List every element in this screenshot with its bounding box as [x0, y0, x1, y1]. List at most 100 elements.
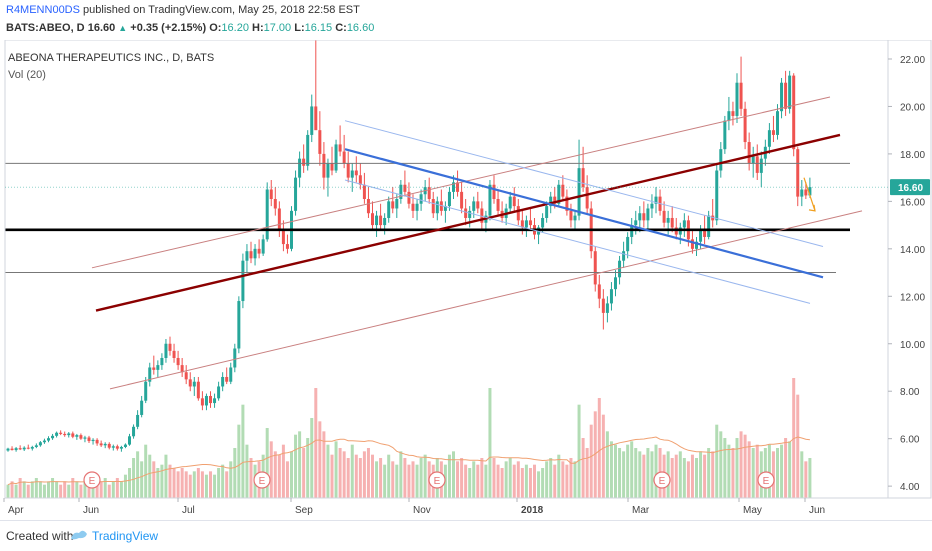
volume-bar: [597, 398, 601, 498]
volume-bar: [472, 461, 476, 498]
candle-body: [480, 208, 484, 223]
volume-bar: [18, 478, 22, 498]
author-link[interactable]: R4MENN00DS: [6, 4, 80, 16]
volume-bar: [403, 458, 407, 498]
candle-body: [788, 75, 792, 109]
volume-bar: [140, 461, 144, 498]
candle-body: [682, 220, 686, 228]
earnings-marker-label: E: [89, 476, 96, 487]
candle-body: [42, 440, 46, 443]
volume-bar: [366, 448, 370, 498]
x-tick-label: Mar: [632, 505, 650, 516]
price-chart[interactable]: E E E E E 4.00 6.00 8.00 10.00 12.00 14.00 16.00 18…: [0, 40, 932, 520]
close-label: C:: [335, 22, 347, 34]
candle-body: [366, 198, 370, 214]
volume-bar: [6, 484, 10, 498]
candle-body: [407, 191, 411, 204]
candle-body: [302, 158, 306, 166]
volume-bar: [589, 424, 593, 498]
volume-bar: [771, 451, 775, 498]
candle-body: [91, 439, 95, 442]
candle-body: [577, 168, 581, 216]
volume-bar: [148, 454, 152, 498]
volume-bar: [350, 444, 354, 498]
candle-body: [294, 177, 298, 211]
volume-bar: [557, 454, 561, 498]
tradingview-link[interactable]: TradingView: [92, 529, 159, 543]
y-tick-label: 6.00: [900, 435, 920, 446]
high-label: H:: [252, 22, 264, 34]
candle-body: [318, 130, 322, 154]
candle-body: [743, 108, 747, 143]
candle-body: [516, 206, 520, 221]
volume-bar: [358, 458, 362, 498]
price-label-text: 16.60: [898, 183, 923, 194]
candle-body: [460, 191, 464, 209]
arrow-line: [803, 177, 816, 212]
volume-bar: [330, 454, 334, 498]
volume-bar: [695, 458, 698, 498]
trend-line: [109, 210, 863, 390]
candle-body: [128, 436, 131, 445]
volume-bar: [294, 434, 298, 498]
tradingview-logo-icon[interactable]: [70, 527, 88, 541]
close-value: 16.60: [346, 22, 375, 34]
volume-bar: [132, 458, 136, 498]
earnings-marker[interactable]: [653, 471, 671, 489]
volume-bar: [800, 451, 804, 498]
candle-body: [650, 203, 654, 209]
earnings-marker[interactable]: [83, 471, 101, 489]
candle-body: [593, 251, 597, 285]
volume-bar: [95, 484, 99, 498]
volume-bar: [180, 468, 184, 498]
candle-body: [38, 442, 42, 446]
candle-body: [735, 82, 739, 116]
candle-body: [257, 248, 261, 254]
candle-body: [326, 163, 330, 178]
candle-body: [180, 365, 184, 373]
volume-bar: [338, 448, 342, 498]
y-tick-label: 8.00: [900, 387, 920, 398]
trend-lines[interactable]: [5, 96, 863, 390]
volume-bar: [650, 451, 654, 498]
volume-bar: [707, 448, 711, 498]
candle-body: [47, 438, 50, 441]
earnings-marker[interactable]: [428, 471, 446, 489]
candle-body: [755, 156, 759, 173]
earnings-marker[interactable]: [757, 471, 775, 489]
candle-body: [472, 201, 476, 211]
x-tick-label: 2018: [521, 505, 544, 516]
volume-bar: [383, 464, 387, 498]
candle-body: [95, 439, 99, 444]
volume-bar: [225, 471, 229, 498]
earnings-marker[interactable]: [253, 471, 271, 489]
candle-body: [638, 213, 642, 221]
volume-bar: [326, 444, 330, 498]
candle-body: [573, 215, 577, 221]
candle-body: [358, 175, 362, 185]
volume-bar: [456, 461, 460, 498]
volume-bar: [42, 484, 46, 498]
volume-bar: [553, 464, 557, 498]
trend-line: [344, 179, 811, 304]
low-label: L:: [294, 22, 305, 34]
candle-body: [132, 426, 136, 437]
candle-body: [314, 106, 318, 131]
candle-body: [646, 208, 650, 221]
volume-bar: [273, 451, 277, 498]
low-value: 16.15: [304, 22, 333, 34]
candle-body: [731, 111, 735, 116]
candle-body: [399, 184, 403, 199]
candle-body: [338, 144, 342, 152]
volume-bar: [213, 474, 217, 498]
earnings-marker-label: E: [259, 476, 266, 487]
volume-bar: [533, 464, 536, 498]
candle-body: [654, 196, 658, 204]
candle-body: [75, 435, 79, 437]
candle-body: [281, 229, 285, 245]
high-value: 17.00: [263, 22, 292, 34]
y-tick-label: 22.00: [900, 55, 925, 66]
chart-title: ABEONA THERAPEUTICS INC., D, BATS: [8, 52, 214, 64]
candle-body: [362, 184, 366, 199]
